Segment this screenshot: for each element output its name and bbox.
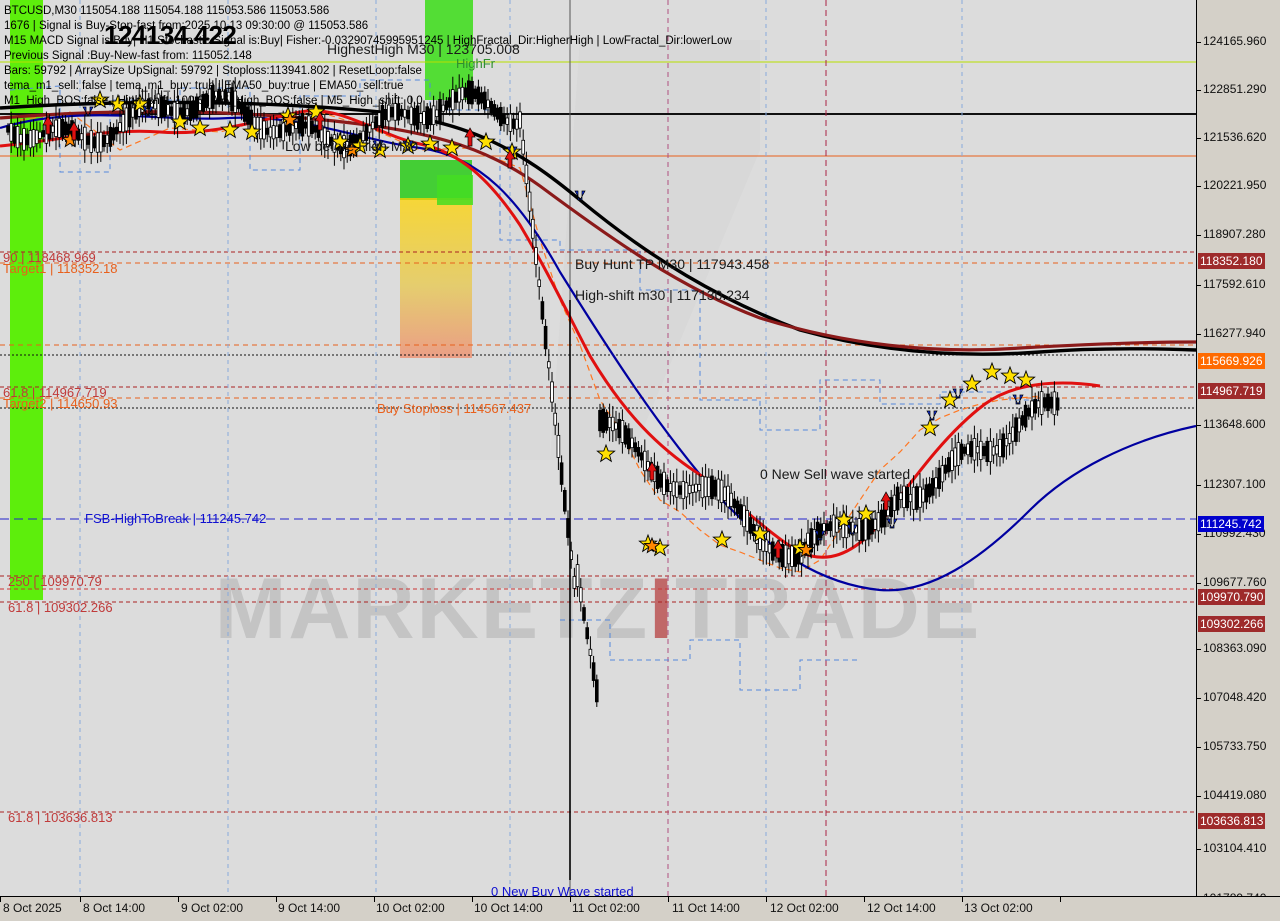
price-tick-label: 112307.100 bbox=[1203, 477, 1266, 491]
badge-109970[interactable]: 109970.790 bbox=[1198, 589, 1266, 605]
price-tick-mark bbox=[1197, 425, 1201, 426]
time-tick-mark bbox=[1060, 897, 1061, 902]
price-scale[interactable]: 124165.960 122851.290 121536.620 120221.950… bbox=[1196, 0, 1280, 905]
label-target-1: Target1 | 118352.18 bbox=[3, 261, 118, 276]
info-line-3: Bars: 59792 | ArraySize UpSignal: 59792 … bbox=[4, 65, 422, 77]
time-tick-label: 9 Oct 02:00 bbox=[181, 901, 244, 915]
price-tick-label: 124165.960 bbox=[1203, 34, 1267, 48]
price-tick-label: 121536.620 bbox=[1203, 130, 1267, 144]
time-tick-mark bbox=[766, 897, 767, 902]
price-tick-label: 118907.280 bbox=[1203, 227, 1266, 241]
price-tick-label: 116277.940 bbox=[1203, 326, 1266, 340]
info-line-1: M15 MACD Signal is:Buy| H1 Stochastic Si… bbox=[4, 35, 732, 47]
indicator-info-block: BTCUSD,M30 115054.188 115054.188 115053.… bbox=[4, 4, 1184, 109]
chart-canvas[interactable]: MARKETZITRADE bbox=[0, 0, 1196, 896]
price-tick-mark bbox=[1197, 747, 1201, 748]
badge-103636[interactable]: 103636.813 bbox=[1198, 813, 1266, 829]
symbol-line: BTCUSD,M30 115054.188 115054.188 115053.… bbox=[4, 5, 330, 17]
info-line-2: Previous Signal :Buy-New-fast from: 1150… bbox=[4, 50, 252, 62]
price-tick-label: 117592.610 bbox=[1203, 277, 1266, 291]
price-plot bbox=[0, 0, 1196, 896]
label-fsb-high-to-break: FSB-HighToBreak | 111245.742 bbox=[85, 511, 267, 526]
label-buy-stoploss: Buy Stoploss | 114567.437 bbox=[377, 401, 532, 416]
time-tick-label: 8 Oct 14:00 bbox=[83, 901, 146, 915]
price-tick-label: 120221.950 bbox=[1203, 178, 1267, 192]
time-tick-mark bbox=[962, 897, 963, 902]
price-tick-mark bbox=[1197, 334, 1201, 335]
label-fib-250: 250 | 109970.79 bbox=[8, 574, 102, 589]
badge-118352[interactable]: 118352.180 bbox=[1198, 253, 1265, 269]
time-tick-label: 12 Oct 02:00 bbox=[770, 901, 839, 915]
label-high-fractal-tag: HighFr bbox=[456, 56, 496, 71]
price-tick-label: 104419.080 bbox=[1203, 788, 1267, 802]
time-scale[interactable]: 8 Oct 2025 8 Oct 14:00 9 Oct 02:00 9 Oct 14… bbox=[0, 896, 1280, 921]
time-tick-mark bbox=[374, 897, 375, 902]
current-price-readout: 124134.422 bbox=[104, 20, 237, 50]
time-tick-mark bbox=[864, 897, 865, 902]
price-tick-mark bbox=[1197, 186, 1201, 187]
price-tick-mark bbox=[1197, 42, 1201, 43]
info-line-0: 1676 | Signal is Buy-Stop-fast from:2025… bbox=[4, 20, 369, 32]
time-tick-label: 10 Oct 02:00 bbox=[376, 901, 445, 915]
time-tick-label: 9 Oct 14:00 bbox=[278, 901, 341, 915]
price-tick-label: 109677.760 bbox=[1203, 575, 1267, 589]
badge-114967[interactable]: 114967.719 bbox=[1198, 383, 1265, 399]
info-line-4: tema_m1_sell: false | tema_m1_buy: true … bbox=[4, 80, 404, 92]
label-new-buy-wave: 0 New Buy Wave started bbox=[491, 884, 634, 896]
price-tick-mark bbox=[1197, 534, 1201, 535]
time-tick-mark bbox=[178, 897, 179, 902]
price-tick-label: 108363.090 bbox=[1203, 641, 1267, 655]
label-fib-61-8-upper: 61.8 | 114967.719 bbox=[3, 385, 107, 400]
price-tick-mark bbox=[1197, 90, 1201, 91]
badge-109302[interactable]: 109302.266 bbox=[1198, 616, 1266, 632]
label-fib-61-8-mid: 61.8 | 109302.266 bbox=[8, 600, 113, 615]
time-tick-label: 13 Oct 02:00 bbox=[964, 901, 1033, 915]
price-tick-label: 103104.410 bbox=[1203, 841, 1267, 855]
time-tick-label: 11 Oct 02:00 bbox=[572, 901, 640, 915]
badge-115669[interactable]: 115669.926 bbox=[1198, 353, 1265, 369]
label-target-2: Target2 | 114650.93 bbox=[3, 396, 118, 411]
label-buy-hunt-tp: Buy Hunt TP M30 | 117943.458 bbox=[575, 256, 770, 272]
label-fib-61-8-lower: 61.8 | 103636.813 bbox=[8, 810, 113, 825]
time-tick-mark bbox=[570, 897, 571, 902]
time-tick-mark bbox=[668, 897, 669, 902]
time-tick-mark bbox=[0, 897, 1, 902]
price-tick-mark bbox=[1197, 796, 1201, 797]
price-tick-mark bbox=[1197, 583, 1201, 584]
price-tick-label: 107048.420 bbox=[1203, 690, 1267, 704]
price-tick-label: 105733.750 bbox=[1203, 739, 1267, 753]
time-tick-mark bbox=[472, 897, 473, 902]
price-tick-label: 113648.600 bbox=[1203, 417, 1266, 431]
price-tick-mark bbox=[1197, 485, 1201, 486]
price-tick-mark bbox=[1197, 649, 1201, 650]
label-high-shift-m30: High-shift m30 | 117130.234 bbox=[575, 287, 750, 303]
time-tick-label: 12 Oct 14:00 bbox=[867, 901, 936, 915]
label-highest-high: HighestHigh M30 | 123705.008 bbox=[327, 41, 520, 57]
price-tick-mark bbox=[1197, 698, 1201, 699]
label-fib-90: 90 | 118468.969 bbox=[3, 250, 96, 265]
label-new-sell-wave: 0 New Sell wave started bbox=[760, 466, 911, 482]
time-tick-mark bbox=[80, 897, 81, 902]
price-tick-mark bbox=[1197, 138, 1201, 139]
badge-111245[interactable]: 111245.742 bbox=[1198, 516, 1264, 532]
label-low-before-high: Low before High M30 = 1 bbox=[285, 138, 442, 154]
price-tick-mark bbox=[1197, 285, 1201, 286]
price-tick-mark bbox=[1197, 849, 1201, 850]
time-tick-label: 11 Oct 14:00 bbox=[672, 901, 740, 915]
info-line-5: M1_High_BOS:false | High_shift: 100.0 | … bbox=[4, 95, 423, 107]
time-tick-label: 8 Oct 2025 bbox=[3, 901, 62, 915]
price-tick-mark bbox=[1197, 235, 1201, 236]
time-tick-label: 10 Oct 14:00 bbox=[474, 901, 543, 915]
price-tick-label: 122851.290 bbox=[1203, 82, 1267, 96]
time-tick-mark bbox=[276, 897, 277, 902]
